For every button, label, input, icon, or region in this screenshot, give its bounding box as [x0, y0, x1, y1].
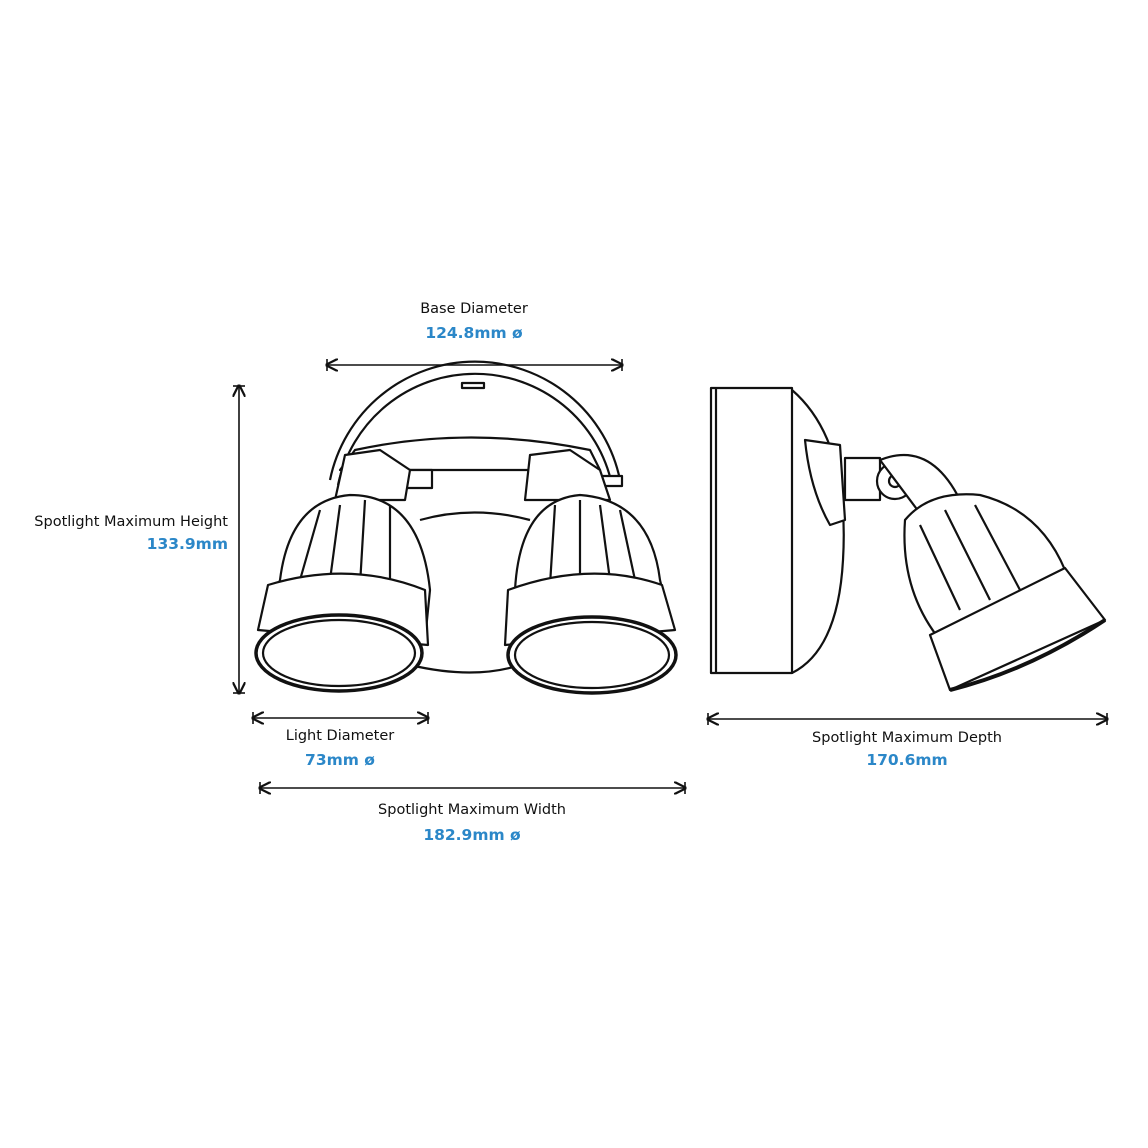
max-height-value: 133.9mm	[146, 535, 228, 553]
max-depth-label: Spotlight Maximum Depth	[812, 730, 1002, 746]
side-view	[709, 386, 1107, 692]
dimension-lines	[233, 359, 1107, 794]
base-diameter-value: 124.8mm ø	[425, 324, 523, 342]
front-view	[254, 360, 678, 695]
max-width-label: Spotlight Maximum Width	[378, 802, 566, 818]
light-diameter-value: 73mm ø	[305, 751, 375, 769]
max-width-value: 182.9mm ø	[423, 826, 521, 844]
max-depth-value: 170.6mm	[866, 751, 948, 769]
base-diameter-label: Base Diameter	[420, 301, 528, 317]
max-height-label: Spotlight Maximum Height	[34, 514, 228, 530]
light-diameter-label: Light Diameter	[285, 728, 395, 744]
